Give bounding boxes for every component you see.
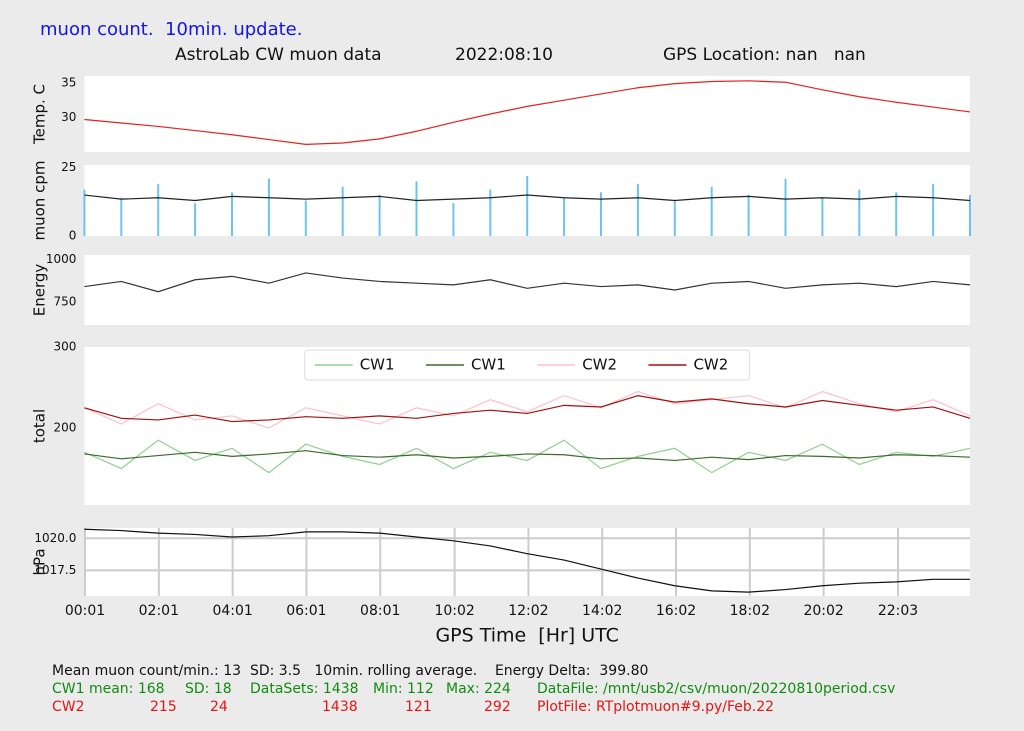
cw2-stat: 24: [210, 699, 228, 715]
cw1-stat: DataSets: 1438: [250, 681, 359, 697]
bar: [784, 178, 787, 236]
y-tick-label: 25: [61, 160, 76, 174]
x-tick-label: 20:02: [803, 603, 843, 619]
bar: [600, 192, 602, 236]
cw1-stat: Min: 112: [373, 681, 434, 697]
cw2-stat: PlotFile: RTplotmuon#9.py/Feb.22: [537, 699, 774, 715]
y-tick-label: 30: [61, 110, 76, 124]
cw2-stat: CW2: [52, 699, 85, 715]
series-line: [84, 528, 970, 593]
x-tick-label: 14:02: [582, 603, 622, 619]
x-axis-label: GPS Time [Hr] UTC: [435, 625, 619, 647]
panel: [84, 255, 970, 325]
series-line: [84, 390, 971, 429]
bar: [452, 203, 455, 236]
x-tick-label: 04:01: [212, 603, 252, 619]
y-tick-label: 35: [61, 75, 76, 89]
y-tick-label: 750: [53, 294, 76, 308]
y-tick-label: 1000: [46, 252, 77, 266]
bar: [821, 197, 824, 236]
series-line: [84, 272, 971, 293]
y-tick-label: 300: [53, 340, 76, 354]
series-line: [84, 80, 971, 146]
bar: [267, 178, 270, 236]
bar: [858, 189, 861, 236]
bar: [231, 192, 233, 236]
series-line: [84, 439, 971, 474]
x-tick-label: 08:01: [360, 603, 400, 619]
cw2-stat: 292: [484, 699, 511, 715]
bar: [932, 184, 935, 236]
date: 2022:08:10: [455, 45, 553, 65]
x-tick-label: 12:02: [508, 603, 548, 619]
legend-label: CW2: [693, 356, 728, 374]
bar: [194, 203, 197, 236]
y-tick-label: 1020.0: [34, 531, 76, 545]
x-tick-label: 18:02: [730, 603, 770, 619]
x-tick-label: 02:01: [139, 603, 179, 619]
location: GPS Location: nan nan: [663, 45, 866, 65]
bar: [673, 200, 676, 236]
cw1-stat: SD: 18: [185, 681, 232, 697]
bar: [710, 186, 713, 236]
bar: [120, 197, 123, 236]
series-line: [84, 450, 971, 462]
summary: Mean muon count/min.: 13 SD: 3.5 10min. …: [52, 663, 648, 679]
bar: [489, 189, 492, 236]
title: AstroLab CW muon data: [175, 45, 382, 65]
bar: [563, 197, 566, 236]
x-tick-label: 10:02: [434, 603, 474, 619]
y-tick-label: 200: [53, 421, 76, 435]
x-tick-label: 06:01: [286, 603, 326, 619]
bar: [747, 195, 750, 236]
bar: [341, 186, 344, 236]
y-axis-label: total: [31, 409, 49, 443]
legend-box: [304, 349, 751, 381]
bar: [304, 200, 307, 236]
bar: [157, 184, 160, 236]
panel: [84, 76, 970, 152]
y-axis-label: Energy: [31, 264, 49, 317]
y-axis-label: muon cpm: [31, 161, 49, 241]
cw1-stat: DataFile: /mnt/usb2/csv/muon/20220810per…: [537, 681, 895, 697]
cw2-stat: 215: [150, 699, 177, 715]
bar: [378, 195, 381, 236]
bar: [83, 189, 86, 236]
bar: [636, 184, 639, 236]
bar: [526, 175, 529, 236]
x-tick-label: 16:02: [656, 603, 696, 619]
cw2-stat: 1438: [322, 699, 358, 715]
bar: [969, 195, 971, 236]
update-note: muon count. 10min. update.: [40, 19, 302, 40]
series-line: [84, 194, 971, 202]
series-line: [84, 394, 971, 423]
x-tick-label: 22:03: [878, 603, 918, 619]
bar: [415, 181, 418, 236]
y-tick-label: 0: [69, 229, 77, 243]
cw2-stat: 121: [405, 699, 432, 715]
legend-label: CW1: [360, 356, 395, 374]
y-axis-label: Temp. C: [31, 84, 49, 145]
legend-label: CW2: [582, 356, 617, 374]
bar: [895, 192, 898, 236]
legend-label: CW1: [471, 356, 506, 374]
cw1-stat: CW1 mean: 168: [52, 681, 165, 697]
cw1-stat: Max: 224: [446, 681, 511, 697]
y-axis-label: hPa: [31, 548, 49, 575]
x-tick-label: 00:01: [65, 603, 105, 619]
y-tick-label: 1017.5: [34, 563, 76, 577]
